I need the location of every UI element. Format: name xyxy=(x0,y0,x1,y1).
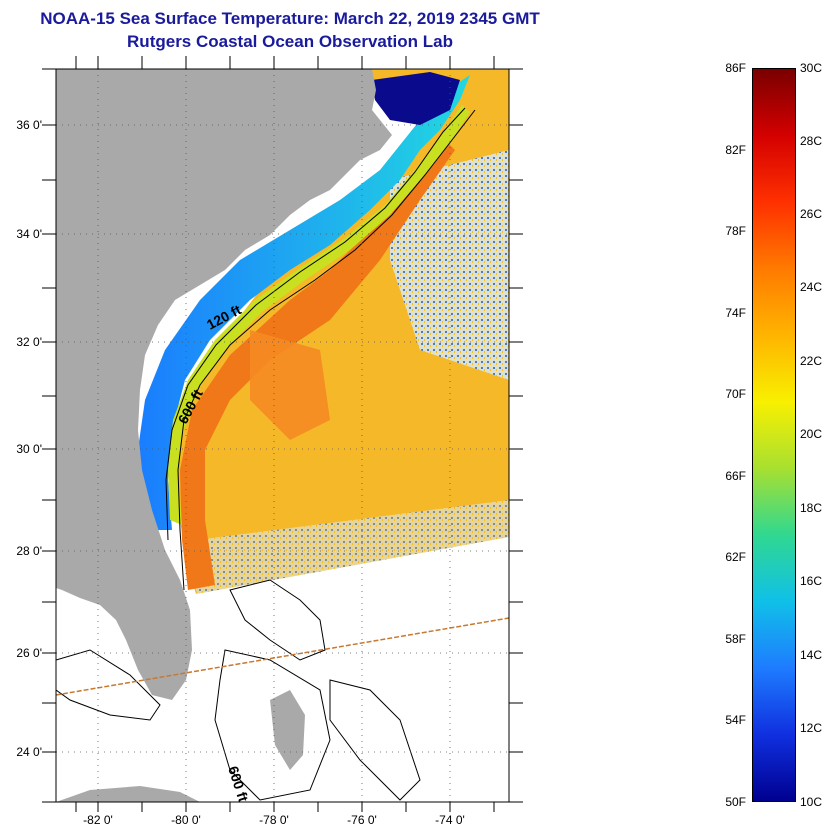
bahamas-bank-contour xyxy=(229,579,326,661)
cb-c-10: 10C xyxy=(800,795,823,809)
contour-120ft xyxy=(165,107,466,541)
cb-f-66: 66F xyxy=(725,469,746,483)
lon-label-76: -76 0' xyxy=(347,813,377,827)
lon-label-74: -74 0' xyxy=(435,813,465,827)
coastal-shelf-water xyxy=(130,75,470,530)
lat-label-34: 34 0' xyxy=(16,227,42,241)
shelf-edge-green xyxy=(168,105,470,525)
lat-label-30: 30 0' xyxy=(16,442,42,456)
cb-c-16: 16C xyxy=(800,574,823,588)
cb-c-26: 26C xyxy=(800,207,823,221)
cb-f-58: 58F xyxy=(725,632,746,646)
graticule xyxy=(56,69,509,802)
cb-f-70: 70F xyxy=(725,387,746,401)
temperature-colorbar xyxy=(752,68,796,802)
bahamas-bank-contour-3 xyxy=(329,679,421,801)
cb-f-78: 78F xyxy=(725,224,746,238)
cold-estuary-water xyxy=(372,72,460,125)
cloud-speckle-south xyxy=(196,500,509,594)
contour-600ft xyxy=(177,109,476,591)
satellite-track-line xyxy=(56,617,509,696)
cb-c-22: 22C xyxy=(800,354,823,368)
land-mass xyxy=(56,69,392,700)
lat-label-26: 26 0' xyxy=(16,646,42,660)
plot-border xyxy=(55,68,510,803)
cb-f-54: 54F xyxy=(725,713,746,727)
cb-c-14: 14C xyxy=(800,648,823,662)
map-title: NOAA-15 Sea Surface Temperature: March 2… xyxy=(40,9,540,28)
cb-c-28: 28C xyxy=(800,134,823,148)
florida-keys-contour xyxy=(56,649,161,721)
warm-eddy xyxy=(250,330,330,440)
lat-label-24: 24 0' xyxy=(16,745,42,759)
axis-ticks xyxy=(42,56,523,812)
cb-c-18: 18C xyxy=(800,501,823,515)
cb-c-20: 20C xyxy=(800,427,823,441)
lon-label-78: -78 0' xyxy=(259,813,289,827)
cb-c-12: 12C xyxy=(800,721,823,735)
cb-f-62: 62F xyxy=(725,550,746,564)
andros-island xyxy=(270,690,305,770)
cb-f-82: 82F xyxy=(725,143,746,157)
map-subtitle: Rutgers Coastal Ocean Observation Lab xyxy=(127,32,453,51)
bahamas-bank-contour-2 xyxy=(214,649,331,801)
lon-label-80: -80 0' xyxy=(171,813,201,827)
cb-f-50: 50F xyxy=(725,795,746,809)
lat-label-28: 28 0' xyxy=(16,544,42,558)
cuba-land xyxy=(56,786,200,802)
cb-c-30: 30C xyxy=(800,61,823,75)
cb-f-74: 74F xyxy=(725,306,746,320)
cb-c-24: 24C xyxy=(800,280,823,294)
lon-label-82: -82 0' xyxy=(83,813,113,827)
cloud-speckle-area xyxy=(390,150,509,380)
lat-label-32: 32 0' xyxy=(16,335,42,349)
lat-label-36: 36 0' xyxy=(16,118,42,132)
gulf-stream-band xyxy=(180,140,455,590)
cb-f-86: 86F xyxy=(725,61,746,75)
